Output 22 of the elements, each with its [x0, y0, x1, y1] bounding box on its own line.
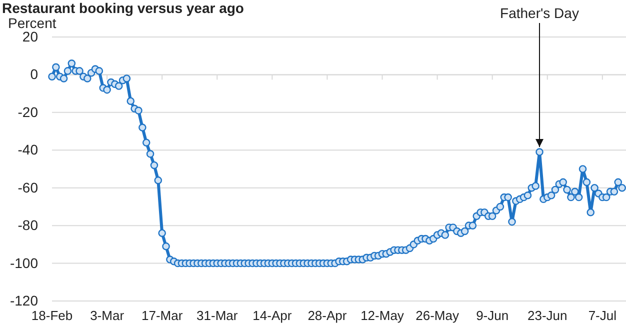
y-tick-label: -100: [10, 254, 38, 271]
y-tick-label: -40: [18, 142, 38, 158]
y-tick-label: -20: [18, 104, 38, 120]
y-tick-label: 20: [22, 28, 38, 44]
y-tick-label: -120: [10, 292, 38, 308]
x-tick-label: 7-Jul: [588, 308, 617, 324]
x-tick-label: 23-Jun: [527, 308, 568, 324]
x-tick-label: 9-Jun: [476, 308, 509, 324]
x-tick-label: 14-Apr: [252, 308, 292, 324]
y-tick-label: 0: [30, 66, 38, 82]
annotation: Father's Day: [500, 5, 579, 21]
x-tick-label: 31-Mar: [196, 308, 238, 324]
x-tick-label: 18-Feb: [31, 308, 73, 324]
x-tick-label: 3-Mar: [90, 308, 125, 324]
chart-title: Restaurant booking versus year ago: [2, 0, 244, 16]
y-tick-label: -60: [18, 179, 38, 196]
x-tick-label: 12-May: [360, 308, 404, 324]
y-tick-label: -80: [18, 217, 38, 234]
x-tick-label: 28-Apr: [308, 308, 348, 324]
y-axis-title: Percent: [8, 15, 56, 31]
x-tick-label: 26-May: [416, 308, 460, 324]
x-tick-label: 17-Mar: [141, 308, 184, 324]
